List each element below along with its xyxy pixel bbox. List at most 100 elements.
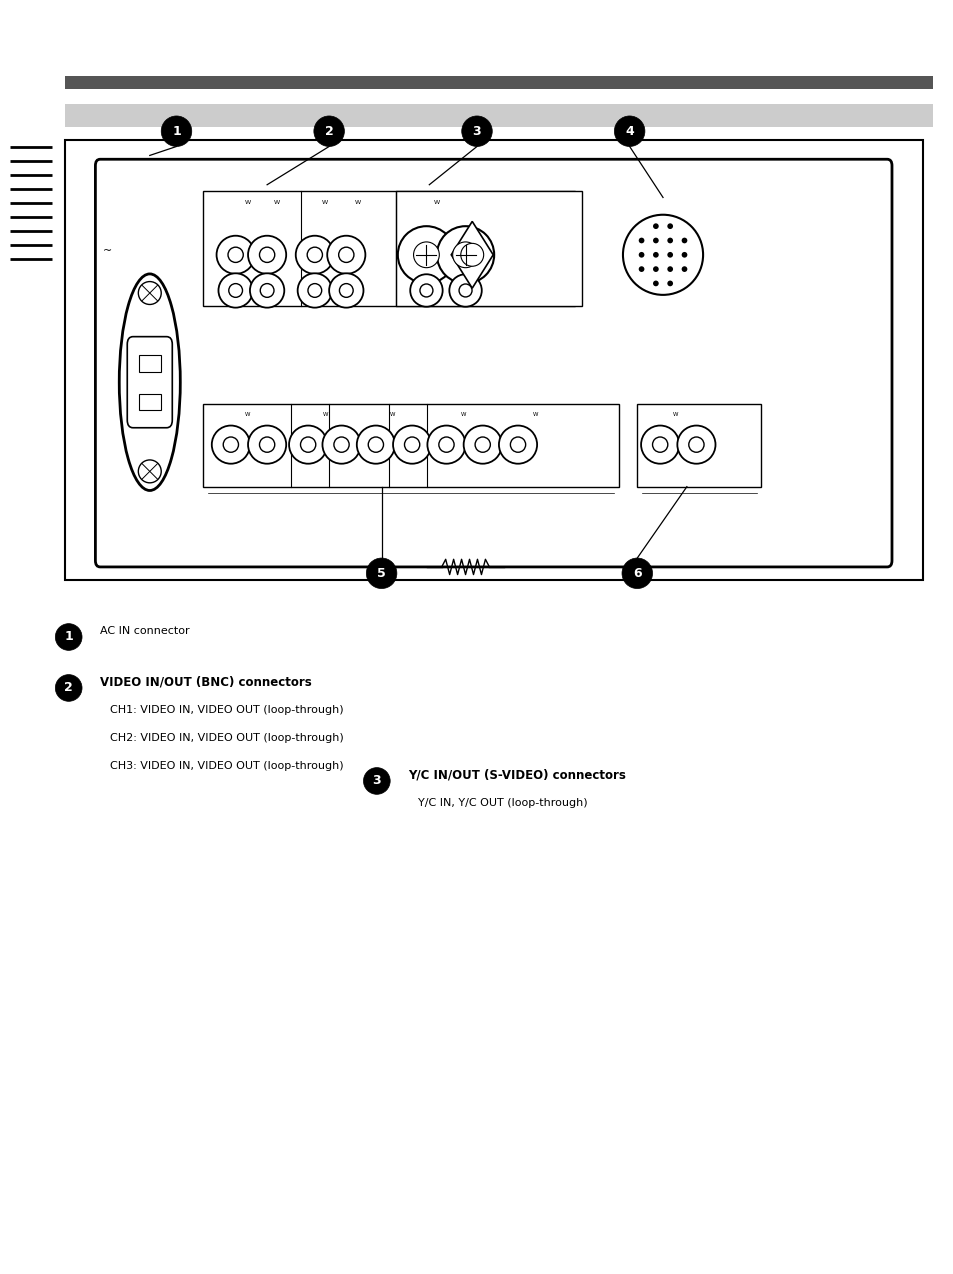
Ellipse shape	[413, 242, 438, 268]
Ellipse shape	[366, 558, 396, 589]
Text: 4: 4	[624, 125, 634, 138]
Ellipse shape	[297, 274, 332, 307]
Ellipse shape	[666, 252, 672, 257]
Ellipse shape	[338, 247, 354, 262]
Ellipse shape	[327, 236, 365, 274]
Text: –: –	[416, 562, 422, 572]
Ellipse shape	[621, 558, 652, 589]
Ellipse shape	[250, 274, 284, 307]
Ellipse shape	[438, 437, 454, 452]
Ellipse shape	[308, 284, 321, 297]
Text: 6: 6	[632, 567, 641, 580]
Ellipse shape	[639, 266, 644, 271]
Text: W: W	[322, 412, 328, 417]
Text: 2: 2	[324, 125, 334, 138]
Ellipse shape	[223, 437, 238, 452]
Ellipse shape	[463, 426, 501, 464]
Ellipse shape	[427, 426, 465, 464]
Text: 3: 3	[372, 775, 381, 787]
Ellipse shape	[680, 266, 686, 271]
Ellipse shape	[640, 426, 679, 464]
Ellipse shape	[259, 437, 274, 452]
Text: W: W	[321, 200, 327, 205]
Ellipse shape	[652, 266, 658, 271]
Ellipse shape	[300, 437, 315, 452]
Text: Y/C IN/OUT (S-VIDEO) connectors: Y/C IN/OUT (S-VIDEO) connectors	[408, 768, 625, 781]
Ellipse shape	[680, 252, 686, 257]
Ellipse shape	[458, 284, 472, 297]
Ellipse shape	[397, 227, 455, 283]
Text: 2: 2	[64, 682, 73, 694]
Ellipse shape	[229, 284, 242, 297]
Text: –: –	[513, 562, 518, 572]
Ellipse shape	[339, 284, 353, 297]
Ellipse shape	[680, 238, 686, 243]
Ellipse shape	[404, 437, 419, 452]
Ellipse shape	[436, 227, 494, 283]
FancyBboxPatch shape	[65, 76, 932, 89]
Ellipse shape	[363, 768, 390, 794]
Text: CH1: VIDEO IN, VIDEO OUT (loop-through): CH1: VIDEO IN, VIDEO OUT (loop-through)	[110, 705, 343, 715]
Text: W: W	[532, 412, 537, 417]
Ellipse shape	[393, 426, 431, 464]
Ellipse shape	[161, 116, 192, 147]
Ellipse shape	[356, 426, 395, 464]
FancyBboxPatch shape	[395, 191, 581, 306]
Ellipse shape	[248, 426, 286, 464]
Ellipse shape	[248, 236, 286, 274]
Ellipse shape	[461, 116, 492, 147]
Text: W: W	[434, 200, 439, 205]
Text: ~: ~	[103, 246, 112, 256]
Ellipse shape	[460, 243, 483, 266]
Ellipse shape	[218, 274, 253, 307]
Text: VIDEO IN/OUT (BNC) connectors: VIDEO IN/OUT (BNC) connectors	[100, 675, 312, 688]
Text: W: W	[355, 200, 360, 205]
FancyBboxPatch shape	[127, 336, 172, 428]
FancyBboxPatch shape	[139, 394, 160, 410]
FancyBboxPatch shape	[95, 159, 891, 567]
Ellipse shape	[677, 426, 715, 464]
FancyBboxPatch shape	[203, 404, 618, 487]
Text: 3: 3	[472, 125, 481, 138]
Ellipse shape	[475, 437, 490, 452]
FancyBboxPatch shape	[65, 140, 923, 580]
Text: CH2: VIDEO IN, VIDEO OUT (loop-through): CH2: VIDEO IN, VIDEO OUT (loop-through)	[110, 733, 343, 743]
Ellipse shape	[666, 238, 672, 243]
Polygon shape	[451, 222, 493, 288]
Ellipse shape	[334, 437, 349, 452]
Text: W: W	[245, 200, 251, 205]
Text: CH3: VIDEO IN, VIDEO OUT (loop-through): CH3: VIDEO IN, VIDEO OUT (loop-through)	[110, 761, 343, 771]
Text: W: W	[460, 412, 466, 417]
Ellipse shape	[260, 284, 274, 297]
Ellipse shape	[449, 274, 481, 307]
Ellipse shape	[212, 426, 250, 464]
Ellipse shape	[498, 426, 537, 464]
Text: 5: 5	[376, 567, 386, 580]
Ellipse shape	[666, 223, 672, 229]
Ellipse shape	[329, 274, 363, 307]
Ellipse shape	[119, 274, 180, 490]
Ellipse shape	[614, 116, 644, 147]
Ellipse shape	[322, 426, 360, 464]
Ellipse shape	[639, 238, 644, 243]
Text: W: W	[390, 412, 395, 417]
Ellipse shape	[452, 242, 477, 268]
Text: 1: 1	[64, 631, 73, 643]
Ellipse shape	[652, 437, 667, 452]
Ellipse shape	[622, 215, 702, 294]
Ellipse shape	[314, 116, 344, 147]
Ellipse shape	[307, 247, 322, 262]
Text: AC IN connector: AC IN connector	[100, 626, 190, 636]
Text: Y/C IN, Y/C OUT (loop-through): Y/C IN, Y/C OUT (loop-through)	[417, 798, 587, 808]
Ellipse shape	[688, 437, 703, 452]
Ellipse shape	[419, 284, 433, 297]
Ellipse shape	[259, 247, 274, 262]
Ellipse shape	[138, 460, 161, 483]
Ellipse shape	[652, 252, 658, 257]
Ellipse shape	[639, 252, 644, 257]
Text: W: W	[274, 200, 279, 205]
Ellipse shape	[138, 282, 161, 304]
FancyBboxPatch shape	[203, 191, 575, 306]
Text: W: W	[672, 412, 678, 417]
Ellipse shape	[652, 238, 658, 243]
